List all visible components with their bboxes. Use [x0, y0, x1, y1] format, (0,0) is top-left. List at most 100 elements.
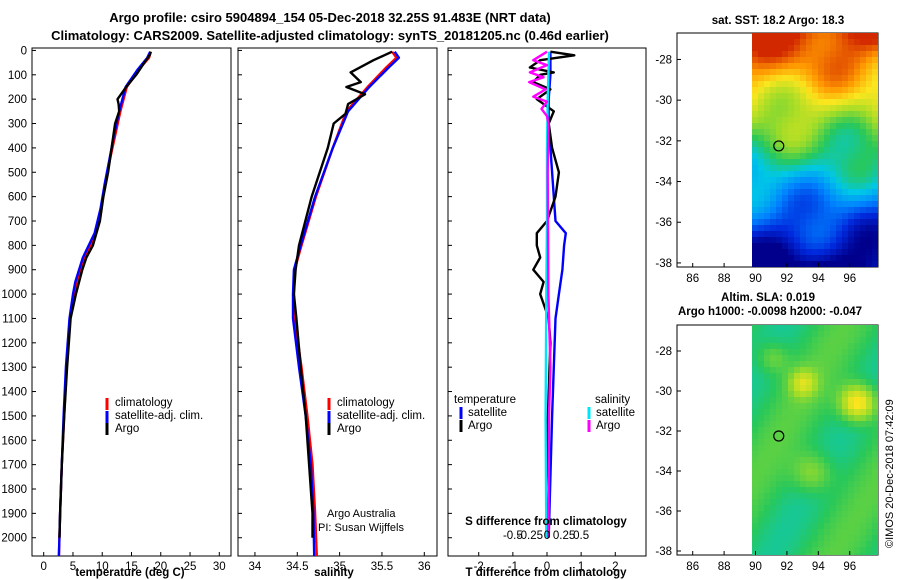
sla-cell: [818, 547, 825, 554]
sst-cell: [848, 105, 855, 112]
sst-cell: [836, 93, 843, 100]
sst-cell: [752, 165, 759, 172]
sst-cell: [752, 201, 759, 208]
sla-cell: [842, 481, 849, 488]
sst-cell: [800, 147, 807, 154]
sst-cell: [824, 153, 831, 160]
sla-cell: [830, 427, 837, 434]
sla-cell: [848, 475, 855, 482]
sla-cell: [758, 415, 765, 422]
sla-cell: [860, 415, 867, 422]
sst-cell: [812, 105, 819, 112]
sst-cell: [866, 207, 873, 214]
sst-cell: [752, 69, 759, 76]
sst-cell: [860, 51, 867, 58]
sst-cell: [770, 135, 777, 142]
sla-cell: [770, 505, 777, 512]
sst-cell: [806, 93, 813, 100]
sla-cell: [854, 421, 861, 428]
sst-cell: [770, 141, 777, 148]
sst-cell: [764, 93, 771, 100]
sla-cell: [806, 499, 813, 506]
sst-cell: [794, 141, 801, 148]
sst-cell: [776, 135, 783, 142]
sst-cell: [764, 51, 771, 58]
sst-cell: [842, 69, 849, 76]
sst-cell: [812, 81, 819, 88]
sla-cell: [752, 361, 759, 368]
sla-cell: [812, 343, 819, 350]
sla-cell: [818, 421, 825, 428]
map-y-tick-label: -36: [655, 217, 672, 229]
legend-label-climatology: climatology: [115, 397, 173, 409]
sla-cell: [758, 445, 765, 452]
sla-cell: [752, 475, 759, 482]
sla-cell: [806, 541, 813, 548]
sst-cell: [758, 237, 765, 244]
sla-cell: [782, 547, 789, 554]
sst-cell: [836, 147, 843, 154]
sla-cell: [818, 373, 825, 380]
sst-cell: [770, 189, 777, 196]
sst-cell: [818, 63, 825, 70]
sst-cell: [758, 231, 765, 238]
sla-cell: [806, 337, 813, 344]
sst-cell: [866, 183, 873, 190]
sst-cell: [776, 75, 783, 82]
sla-cell: [782, 475, 789, 482]
sla-cell: [770, 523, 777, 530]
sla-cell: [860, 505, 867, 512]
sla-cell: [824, 373, 831, 380]
sla-cell: [752, 403, 759, 410]
sla-cell: [848, 415, 855, 422]
sla-cell: [866, 499, 873, 506]
sla-cell: [848, 493, 855, 500]
sst-cell: [788, 213, 795, 220]
sst-cell: [812, 171, 819, 178]
sla-cell: [818, 475, 825, 482]
sla-cell: [866, 397, 873, 404]
sst-cell: [836, 135, 843, 142]
sla-map-title1: Altim. SLA: 0.019: [721, 292, 815, 304]
map-x-tick-label: 96: [843, 273, 856, 285]
sst-cell: [800, 207, 807, 214]
sst-cell: [758, 93, 765, 100]
sla-cell: [794, 505, 801, 512]
sst-cell: [848, 165, 855, 172]
sla-cell: [758, 403, 765, 410]
sla-cell: [770, 373, 777, 380]
sst-cell: [776, 147, 783, 154]
salinity-xlabel: salinity: [314, 567, 354, 579]
map-y-tick-label: -28: [655, 54, 672, 66]
sst-cell: [866, 51, 873, 58]
sst-cell: [770, 75, 777, 82]
sst-cell: [866, 69, 873, 76]
sst-cell: [872, 159, 878, 166]
sst-cell: [800, 93, 807, 100]
sla-cell: [812, 337, 819, 344]
sla-cell: [788, 469, 795, 476]
map-x-tick-label: 86: [686, 273, 699, 285]
sla-cell: [818, 439, 825, 446]
map-y-tick-label: -38: [655, 258, 672, 270]
sla-cell: [770, 355, 777, 362]
sst-cell: [848, 255, 855, 262]
sla-cell: [842, 367, 849, 374]
sst-cell: [818, 39, 825, 46]
sst-cell: [782, 171, 789, 178]
sla-cell: [776, 475, 783, 482]
sst-cell: [788, 165, 795, 172]
sst-cell: [794, 105, 801, 112]
sst-cell: [812, 33, 819, 40]
series-line-t-satellite: [547, 51, 567, 538]
sla-cell: [866, 391, 873, 398]
sst-cell: [806, 111, 813, 118]
sst-cell: [860, 183, 867, 190]
sst-cell: [830, 213, 837, 220]
sla-cell: [752, 535, 759, 542]
sst-cell: [824, 171, 831, 178]
sst-cell: [824, 147, 831, 154]
map-y-tick-label: -32: [655, 136, 672, 148]
sla-cell: [812, 355, 819, 362]
sla-cell: [830, 541, 837, 548]
